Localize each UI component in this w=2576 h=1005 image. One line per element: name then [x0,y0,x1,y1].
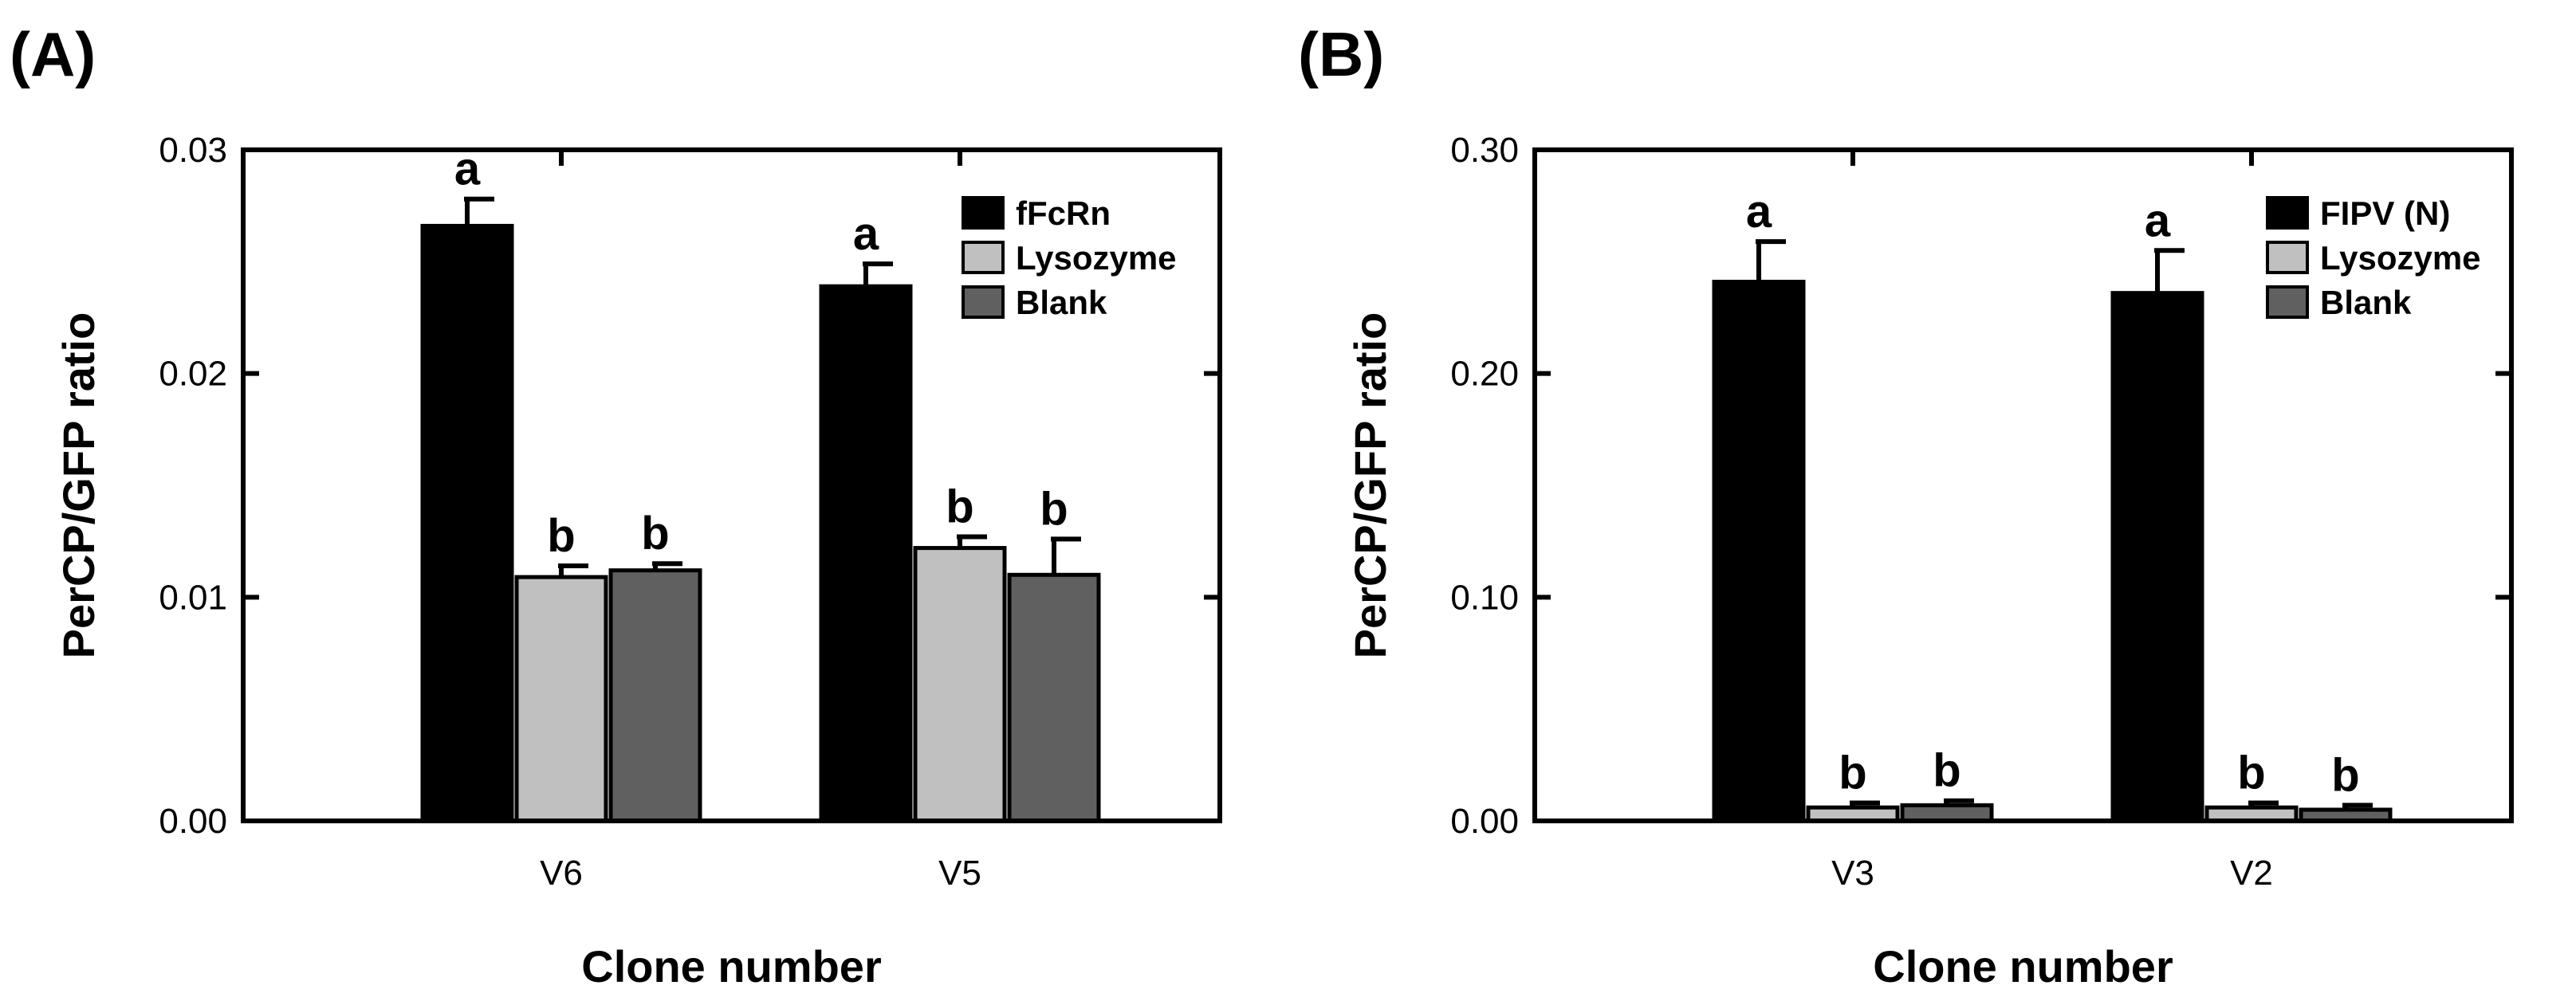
legend-label: Lysozyme [2320,239,2481,277]
y-axis-title: PerCP/GFP ratio [53,312,104,659]
significance-label: b [641,508,669,559]
y-tick-label: 0.01 [159,578,227,617]
significance-label: b [2237,748,2265,799]
bar [514,575,608,823]
panel-b: (B) 0.00 0.10 0.20 0.30 a b b V3 a b b V2 Clone numbe… [1298,19,2514,991]
x-axis-title: Clone number [1873,941,2173,991]
bar [2110,291,2204,823]
x-tick-label: V6 [540,854,583,893]
y-tick-label: 0.00 [1450,802,1519,841]
significance-label: b [2331,749,2359,801]
y-tick-label: 0.03 [159,131,227,170]
legend-swatch [962,196,1005,230]
bar [608,568,702,823]
significance-label: b [946,481,973,533]
legend-label: fFcRn [1016,194,1111,232]
bar [420,223,514,823]
panel-label: (A) [10,19,96,89]
bar [913,546,1007,823]
y-tick-label: 0.02 [159,355,227,394]
significance-label: b [547,510,575,562]
plot-frame [241,147,1222,823]
x-tick-label: V2 [2230,854,2273,893]
significance-label: a [2145,194,2171,246]
legend-swatch [962,241,1005,274]
y-tick-label: 0.30 [1450,131,1519,170]
plot-frame [1532,147,2514,823]
y-axis-title: PerCP/GFP ratio [1345,312,1395,659]
legend-label: FIPV (N) [2320,194,2450,232]
significance-label: b [1839,748,1866,799]
significance-label: b [1933,745,1961,797]
legend-swatch [2266,196,2309,230]
bar [1007,572,1101,823]
bar [819,284,913,823]
y-tick-label: 0.10 [1450,578,1519,617]
legend-label: Blank [1016,284,1107,321]
panel-label: (B) [1298,19,1384,89]
y-tick-label: 0.00 [159,802,227,841]
x-axis-title: Clone number [581,941,881,991]
legend-swatch [2266,241,2309,274]
significance-label: a [1746,186,1772,238]
x-tick-label: V3 [1831,854,1874,893]
y-tick-label: 0.20 [1450,355,1519,394]
x-tick-label: V5 [938,854,981,893]
legend-swatch [2266,285,2309,319]
significance-label: a [853,208,879,260]
legend-swatch [962,285,1005,319]
legend-label: Blank [2320,284,2412,321]
significance-label: b [1040,483,1068,535]
legend-label: Lysozyme [1016,239,1177,277]
bar [1712,280,1806,823]
